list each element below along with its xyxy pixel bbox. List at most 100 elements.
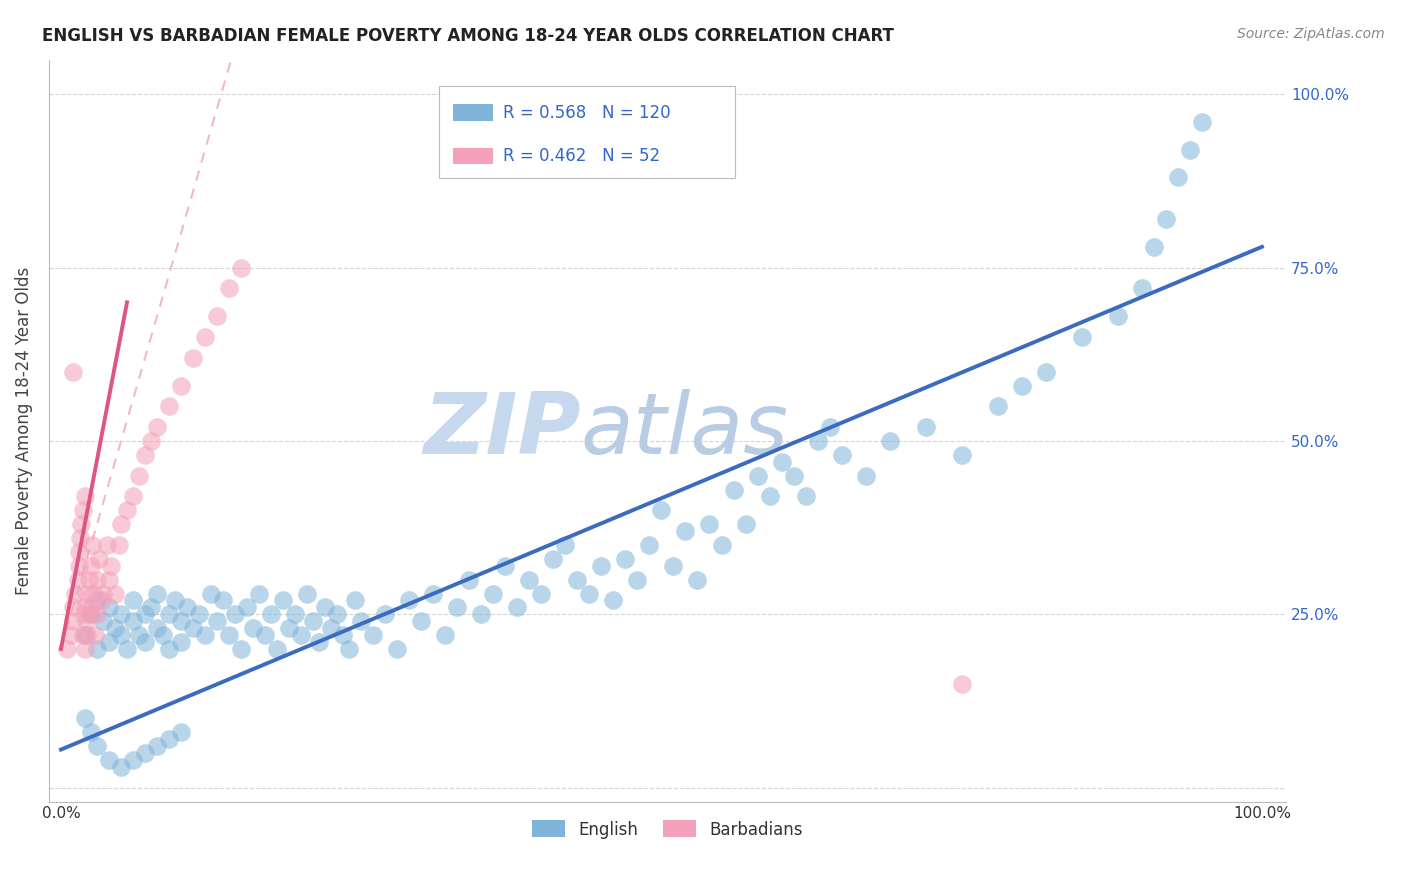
Point <box>122 490 145 504</box>
Point <box>115 503 138 517</box>
Point <box>782 468 804 483</box>
Point <box>818 420 841 434</box>
Point <box>62 365 84 379</box>
Point <box>134 746 156 760</box>
Point <box>567 573 589 587</box>
Point <box>73 607 96 622</box>
Bar <box>454 104 494 120</box>
Point <box>170 378 193 392</box>
Point <box>170 615 193 629</box>
Point <box>200 586 222 600</box>
Point <box>1178 143 1201 157</box>
Point <box>82 538 104 552</box>
Point <box>254 628 277 642</box>
Point <box>96 538 118 552</box>
Point <box>72 503 94 517</box>
Point <box>517 573 540 587</box>
Point <box>146 420 169 434</box>
Text: R = 0.568   N = 120: R = 0.568 N = 120 <box>503 103 671 121</box>
Point <box>104 586 127 600</box>
Point <box>614 552 637 566</box>
Point <box>157 607 180 622</box>
Bar <box>454 148 494 164</box>
Point <box>699 517 721 532</box>
Point <box>98 753 121 767</box>
Point <box>398 593 420 607</box>
Point <box>229 260 252 275</box>
Point <box>62 615 84 629</box>
Point <box>458 573 481 587</box>
Point <box>332 628 354 642</box>
Point <box>470 607 492 622</box>
Point <box>76 628 98 642</box>
Point <box>337 642 360 657</box>
FancyBboxPatch shape <box>439 86 735 178</box>
Point <box>662 558 685 573</box>
Point <box>1143 240 1166 254</box>
Point <box>794 490 817 504</box>
Point <box>950 676 973 690</box>
Point <box>723 483 745 497</box>
Text: ENGLISH VS BARBADIAN FEMALE POVERTY AMONG 18-24 YEAR OLDS CORRELATION CHART: ENGLISH VS BARBADIAN FEMALE POVERTY AMON… <box>42 27 894 45</box>
Point <box>77 573 100 587</box>
Point <box>90 593 112 607</box>
Point <box>314 600 336 615</box>
Point <box>128 468 150 483</box>
Point <box>855 468 877 483</box>
Point <box>747 468 769 483</box>
Point <box>83 628 105 642</box>
Point <box>271 593 294 607</box>
Point <box>278 621 301 635</box>
Point <box>290 628 312 642</box>
Point <box>139 434 162 448</box>
Point <box>73 642 96 657</box>
Point <box>434 628 457 642</box>
Point <box>675 524 697 538</box>
Point <box>770 455 793 469</box>
Point <box>165 593 187 607</box>
Point <box>411 615 433 629</box>
Point <box>75 615 97 629</box>
Point <box>104 621 127 635</box>
Point <box>157 732 180 747</box>
Point <box>194 330 217 344</box>
Point <box>554 538 576 552</box>
Point <box>157 400 180 414</box>
Point <box>181 351 204 365</box>
Point <box>73 711 96 725</box>
Point <box>86 739 108 753</box>
Point <box>80 600 103 615</box>
Point <box>344 593 367 607</box>
Point <box>1070 330 1092 344</box>
Point <box>260 607 283 622</box>
Point <box>879 434 901 448</box>
Point <box>80 725 103 739</box>
Point <box>1107 309 1129 323</box>
Point <box>446 600 468 615</box>
Point <box>157 642 180 657</box>
Text: R = 0.462   N = 52: R = 0.462 N = 52 <box>503 147 659 165</box>
Point <box>987 400 1010 414</box>
Point <box>98 600 121 615</box>
Point <box>73 600 96 615</box>
Point <box>591 558 613 573</box>
Point <box>212 593 235 607</box>
Point <box>194 628 217 642</box>
Point <box>236 600 259 615</box>
Point <box>107 538 129 552</box>
Point <box>361 628 384 642</box>
Point <box>1035 365 1057 379</box>
Point <box>86 593 108 607</box>
Point <box>128 628 150 642</box>
Point <box>914 420 936 434</box>
Point <box>1167 170 1189 185</box>
Point <box>134 635 156 649</box>
Point <box>176 600 198 615</box>
Text: ZIP: ZIP <box>423 389 581 472</box>
Point <box>626 573 648 587</box>
Point <box>806 434 828 448</box>
Point <box>506 600 529 615</box>
Point <box>326 607 349 622</box>
Point <box>205 615 228 629</box>
Point <box>110 628 132 642</box>
